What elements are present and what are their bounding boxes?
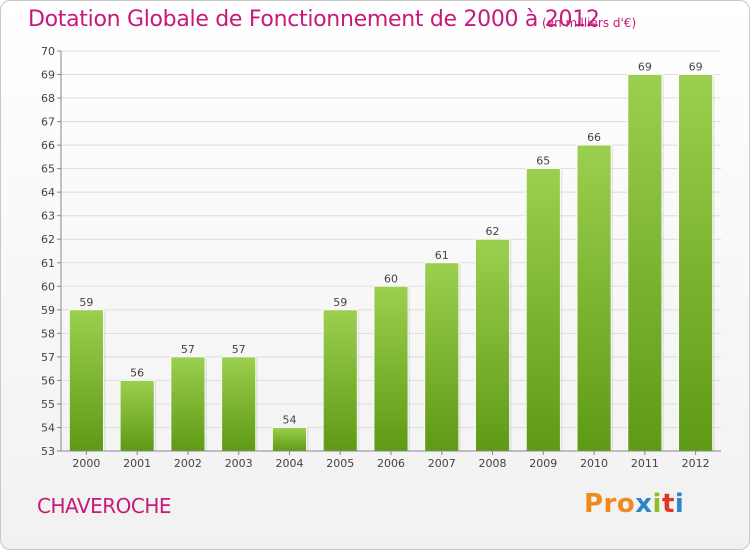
data-label: 56 <box>130 366 144 379</box>
y-tick-label: 57 <box>41 351 55 364</box>
y-tick-label: 56 <box>41 374 55 387</box>
y-tick-label: 64 <box>41 186 55 199</box>
bar <box>272 427 307 452</box>
logo-part: i <box>674 489 685 519</box>
y-tick-label: 54 <box>41 421 55 434</box>
bar <box>68 309 104 452</box>
y-tick-label: 70 <box>41 45 55 58</box>
data-label: 59 <box>333 296 347 309</box>
bar <box>424 262 460 452</box>
y-tick-label: 61 <box>41 257 55 270</box>
x-tick-label: 2002 <box>174 457 202 470</box>
logo-part: t <box>661 489 675 519</box>
data-label: 57 <box>181 343 195 356</box>
bar <box>119 380 155 452</box>
bar <box>576 144 612 452</box>
data-label: 66 <box>587 131 601 144</box>
data-label: 54 <box>282 413 296 426</box>
y-tick-label: 67 <box>41 116 55 129</box>
data-label: 69 <box>689 61 703 74</box>
x-tick-label: 2012 <box>682 457 710 470</box>
x-tick-label: 2001 <box>123 457 151 470</box>
logo-part: x <box>635 489 653 519</box>
bar <box>373 285 409 452</box>
data-label: 57 <box>232 343 246 356</box>
bar <box>678 74 714 452</box>
y-tick-label: 59 <box>41 304 55 317</box>
x-tick-label: 2007 <box>428 457 456 470</box>
chart-subtitle: (en milliers d'€) <box>542 16 637 30</box>
logo-part: i <box>652 489 662 519</box>
y-tick-label: 58 <box>41 327 55 340</box>
bar <box>170 356 206 452</box>
x-tick-label: 2011 <box>631 457 659 470</box>
logo-part: Pro <box>584 489 636 519</box>
bar <box>525 168 561 452</box>
y-tick-label: 68 <box>41 92 55 105</box>
y-tick-label: 60 <box>41 280 55 293</box>
y-tick-label: 69 <box>41 69 55 82</box>
x-tick-label: 2008 <box>479 457 507 470</box>
data-label: 62 <box>486 225 500 238</box>
x-tick-label: 2009 <box>529 457 557 470</box>
data-label: 69 <box>638 61 652 74</box>
y-tick-label: 62 <box>41 233 55 246</box>
bar <box>221 356 257 452</box>
x-tick-label: 2003 <box>225 457 253 470</box>
x-tick-label: 2010 <box>580 457 608 470</box>
bars <box>68 74 715 452</box>
x-tick-label: 2005 <box>326 457 354 470</box>
chart-title: Dotation Globale de Fonctionnement de 20… <box>28 7 600 32</box>
data-label: 60 <box>384 272 398 285</box>
bar <box>322 309 358 452</box>
x-tick-label: 2006 <box>377 457 405 470</box>
y-tick-label: 55 <box>41 398 55 411</box>
commune-name: CHAVEROCHE <box>37 494 172 518</box>
x-tick-label: 2004 <box>275 457 303 470</box>
data-labels: 59 56 57 57 54 59 60 61 62 65 66 69 69 <box>79 61 702 427</box>
y-tick-label: 53 <box>41 445 55 458</box>
bar <box>627 74 663 452</box>
proxiti-logo: Proxiti <box>584 489 684 519</box>
axes: 53 54 55 56 57 58 59 60 61 62 63 64 65 66 67 68 69 70 2000… <box>41 45 721 470</box>
data-label: 61 <box>435 249 449 262</box>
data-label: 65 <box>536 155 550 168</box>
y-tick-label: 66 <box>41 139 55 152</box>
y-tick-label: 63 <box>41 210 55 223</box>
data-label: 59 <box>79 296 93 309</box>
x-tick-label: 2000 <box>72 457 100 470</box>
bar <box>475 238 510 452</box>
y-tick-label: 65 <box>41 163 55 176</box>
